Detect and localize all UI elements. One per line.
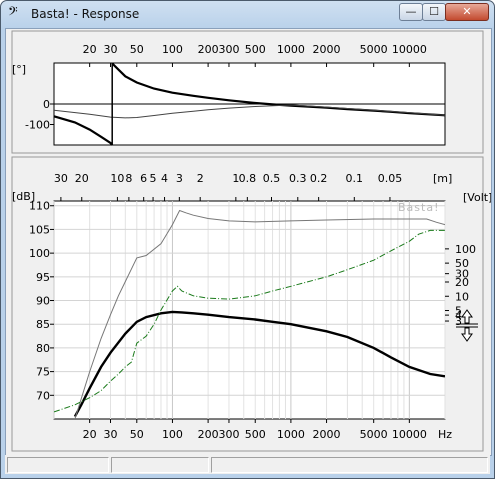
phase-freq-tick: 20 <box>83 43 97 56</box>
wavelength-tick: 20 <box>75 172 89 185</box>
wavelength-tick: 2 <box>197 172 204 185</box>
phase-y-tick: -100 <box>25 119 50 132</box>
db-tick: 95 <box>36 271 50 284</box>
maximize-icon: ☐ <box>429 5 439 18</box>
frequency-tick: 5000 <box>360 428 388 441</box>
wavelength-tick: 8 <box>125 172 132 185</box>
frequency-tick: Hz <box>438 428 452 441</box>
db-tick: 75 <box>36 366 50 379</box>
wavelength-tick: 1 <box>232 172 239 185</box>
status-pane-2 <box>111 457 209 473</box>
frequency-tick: 20 <box>83 428 97 441</box>
phase-unit-label: [°] <box>12 63 26 76</box>
phase-freq-tick: 500 <box>245 43 266 56</box>
wavelength-tick: 30 <box>54 172 68 185</box>
close-icon: ✕ <box>462 5 472 18</box>
maximize-button[interactable]: ☐ <box>422 3 446 21</box>
wavelength-tick: 0.5 <box>263 172 281 185</box>
frequency-tick: 50 <box>130 428 144 441</box>
frequency-tick: 10000 <box>392 428 427 441</box>
volt-tick: 50 <box>455 257 469 270</box>
volt-unit-label: [Volt] <box>463 191 491 204</box>
response-plot-area[interactable] <box>53 200 446 420</box>
frequency-tick: 200 <box>198 428 219 441</box>
volt-tick: 20 <box>455 276 469 289</box>
db-tick: 85 <box>36 318 50 331</box>
wavelength-tick: 0.05 <box>378 172 403 185</box>
frequency-tick: 1000 <box>277 428 305 441</box>
db-tick: 100 <box>29 247 50 260</box>
frequency-tick: 100 <box>162 428 183 441</box>
db-unit-label: [dB] <box>12 190 35 203</box>
close-button[interactable]: ✕ <box>445 3 489 21</box>
volt-tick: 3 <box>455 315 462 328</box>
frequency-tick: 30 <box>104 428 118 441</box>
slider-down-arrow-icon[interactable] <box>461 327 473 342</box>
phase-freq-tick: 10000 <box>392 43 427 56</box>
status-bar <box>5 455 490 474</box>
response-series-line <box>54 229 445 413</box>
phase-freq-tick: 2000 <box>313 43 341 56</box>
volt-tick: 100 <box>455 243 476 256</box>
frequency-tick: 500 <box>245 428 266 441</box>
db-tick: 70 <box>36 389 50 402</box>
window-title: Basta! - Response <box>31 7 140 21</box>
phase-y-tick: 0 <box>43 98 50 111</box>
db-tick: 110 <box>29 200 50 213</box>
db-tick: 90 <box>36 295 50 308</box>
volume-slider[interactable] <box>456 309 478 342</box>
status-pane-3 <box>211 457 488 473</box>
wavelength-tick: 4 <box>161 172 168 185</box>
client-area: [°] 20 30 50 100 200 300 500 1000 2000 5000 10000 … <box>5 28 492 456</box>
phase-freq-tick: 100 <box>162 43 183 56</box>
title-bar[interactable]: 𝄢 Basta! - Response — ☐ ✕ <box>1 1 494 27</box>
response-series-line <box>74 209 445 419</box>
bass-clef-icon: 𝄢 <box>8 4 18 22</box>
phase-series-line <box>53 104 446 119</box>
frequency-tick: 2000 <box>313 428 341 441</box>
volt-tick: 5 <box>455 305 462 318</box>
phase-freq-tick: 30 <box>104 43 118 56</box>
phase-freq-tick: 200 <box>198 43 219 56</box>
wavelength-tick: 5 <box>150 172 157 185</box>
response-series-line <box>73 310 445 418</box>
wavelength-tick: 0.1 <box>346 172 364 185</box>
phase-freq-tick: 5000 <box>360 43 388 56</box>
db-tick: 80 <box>36 342 50 355</box>
phase-series-line <box>53 115 114 146</box>
frequency-tick: 300 <box>218 428 239 441</box>
response-charts: [°] 20 30 50 100 200 300 500 1000 2000 5000 10000 … <box>11 30 491 452</box>
volt-tick: 10 <box>455 290 469 303</box>
wavelength-tick: 0.2 <box>310 172 328 185</box>
minimize-icon: — <box>405 5 417 18</box>
wavelength-tick: 0.8 <box>239 172 257 185</box>
wavelength-tick: 3 <box>176 172 183 185</box>
phase-freq-tick: 50 <box>130 43 144 56</box>
minimize-button[interactable]: — <box>399 3 423 21</box>
slider-up-arrow-icon[interactable] <box>461 309 473 324</box>
wavelength-tick: 6 <box>140 172 147 185</box>
volt-tick: 4 <box>455 309 462 322</box>
phase-freq-tick: 300 <box>218 43 239 56</box>
watermark: Basta! <box>398 201 439 214</box>
phase-freq-tick: 1000 <box>277 43 305 56</box>
db-tick: 105 <box>29 223 50 236</box>
meter-unit-label: [m] <box>433 172 452 185</box>
volt-tick: 30 <box>455 268 469 281</box>
status-pane-1 <box>7 457 109 473</box>
wavelength-tick: 0.3 <box>289 172 307 185</box>
wavelength-tick: 10 <box>110 172 124 185</box>
